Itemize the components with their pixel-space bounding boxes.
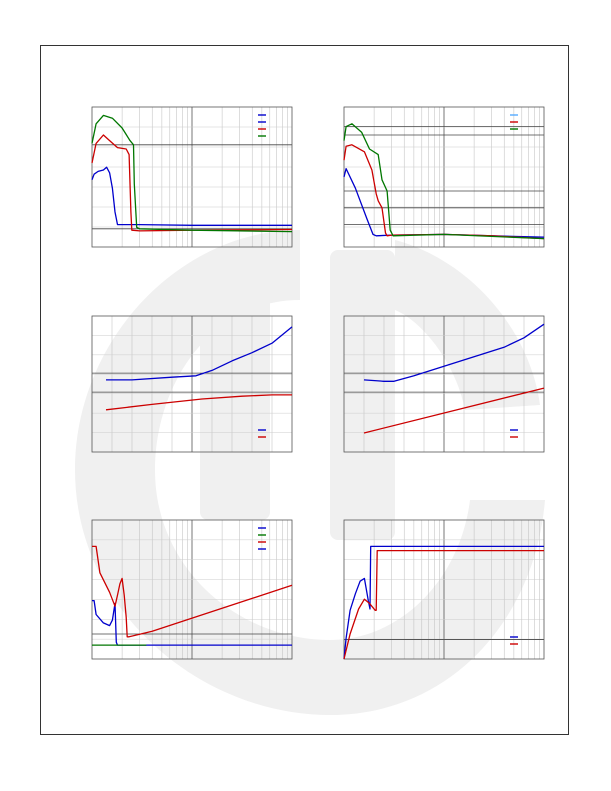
chart-svg — [343, 315, 545, 453]
grid — [344, 316, 544, 452]
chart-svg — [343, 519, 545, 660]
series-line-2 — [92, 545, 293, 638]
chart-svg — [91, 519, 293, 660]
grid — [92, 316, 292, 452]
chart-bottom-left — [91, 519, 293, 660]
series-line-3 — [343, 123, 545, 240]
legend — [258, 114, 266, 137]
series-group — [363, 323, 545, 434]
series-line-2 — [91, 134, 293, 232]
series-line-1 — [91, 166, 292, 226]
plot-frame — [343, 315, 545, 453]
series-group — [92, 545, 293, 646]
chart-middle-right — [343, 315, 545, 453]
chart-top-right — [343, 106, 545, 248]
chart-bottom-right — [343, 519, 545, 660]
series-line-2 — [363, 387, 545, 434]
chart-svg — [91, 315, 293, 453]
chart-svg — [91, 106, 293, 248]
legend — [258, 527, 266, 550]
chart-middle-left — [91, 315, 293, 453]
page-frame — [40, 45, 569, 735]
legend — [510, 429, 518, 438]
grid — [344, 107, 544, 247]
series-group — [91, 114, 293, 233]
series-line-3 — [91, 114, 293, 233]
plot-frame — [343, 519, 545, 660]
plot-frame — [91, 519, 293, 660]
legend — [258, 429, 266, 438]
series-group — [105, 326, 293, 411]
grid — [344, 520, 544, 659]
series-line-1 — [363, 323, 545, 382]
grid — [92, 520, 292, 659]
plot-frame — [91, 315, 293, 453]
series-group — [343, 123, 545, 240]
chart-top-left — [91, 106, 293, 248]
series-line-2 — [343, 549, 544, 660]
legend — [510, 114, 518, 130]
plot-frame — [91, 106, 293, 248]
series-line-1 — [343, 545, 544, 660]
legend — [510, 636, 518, 645]
series-line-2 — [105, 394, 292, 411]
grid — [92, 107, 292, 247]
series-line-1 — [106, 326, 293, 381]
chart-svg — [343, 106, 545, 248]
series-group — [343, 545, 544, 660]
